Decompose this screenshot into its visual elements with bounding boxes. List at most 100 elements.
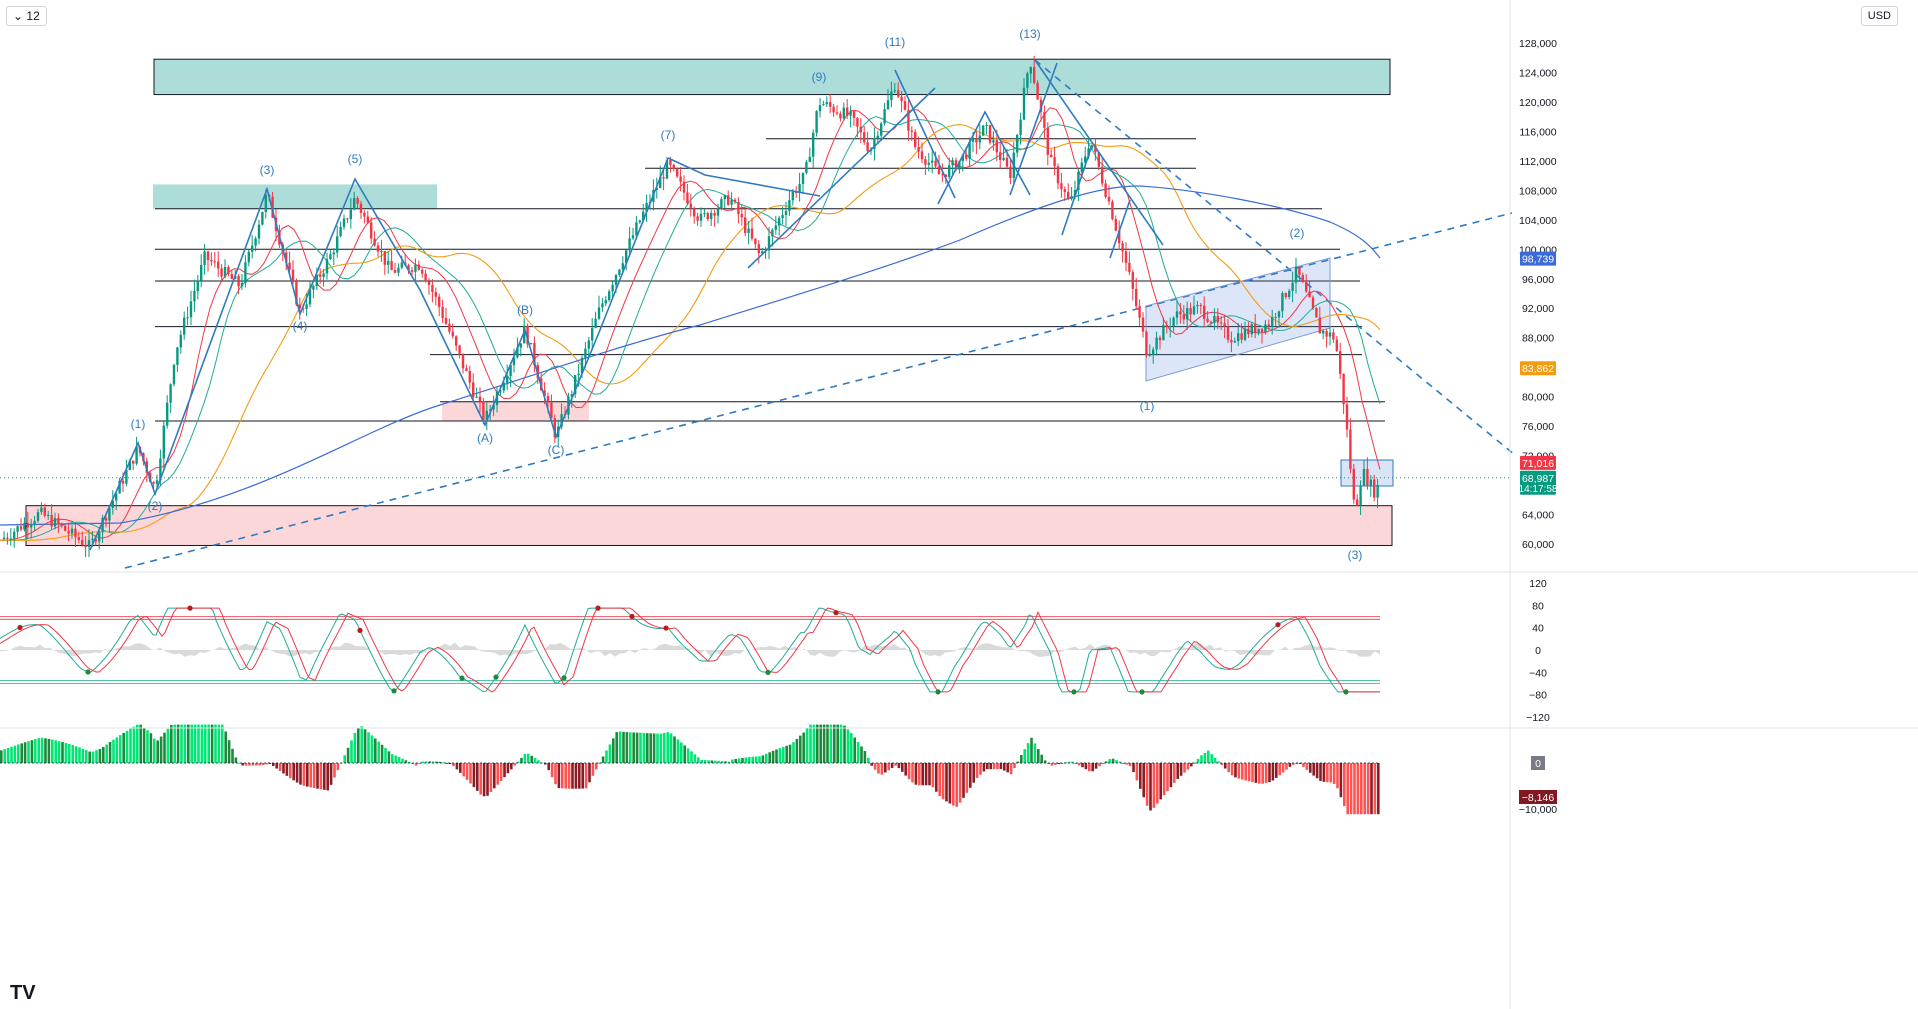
candle-body — [193, 291, 196, 302]
candle-body — [254, 238, 257, 246]
candle-body — [638, 220, 641, 223]
histogram-bar — [452, 763, 455, 767]
histogram-bar — [1169, 763, 1173, 788]
candle-body — [988, 125, 992, 143]
histogram-bar — [1261, 763, 1264, 784]
histogram-bar — [785, 745, 788, 763]
candle-body — [383, 251, 386, 265]
osc-cross-dot — [765, 669, 771, 675]
histogram-bar — [547, 763, 550, 771]
candle-body — [288, 262, 291, 270]
candle-body — [172, 364, 176, 385]
candle-body — [849, 111, 852, 116]
histogram-bar — [816, 724, 819, 763]
candle-body — [934, 160, 937, 167]
histogram-bar — [843, 725, 846, 763]
histogram-bar — [166, 728, 170, 763]
histogram-bar — [1227, 763, 1230, 773]
candle-body — [176, 347, 179, 365]
ma-short-red — [0, 107, 1381, 541]
candle-body — [903, 101, 907, 110]
ma-long-blue — [0, 185, 1381, 526]
candle-body — [873, 137, 876, 150]
histogram-bar — [574, 763, 578, 789]
candle-body — [26, 522, 29, 528]
histogram-bar — [751, 756, 754, 763]
histogram-bar — [51, 739, 54, 763]
histogram-bar — [557, 763, 561, 789]
wave-label-8: (7) — [661, 128, 676, 142]
candle-body — [410, 270, 414, 272]
histogram-bar — [550, 763, 554, 778]
candle-body — [1345, 404, 1349, 430]
candle-body — [689, 203, 692, 209]
candle-body — [308, 289, 312, 305]
candle-body — [740, 214, 743, 218]
histogram-bar — [1115, 760, 1118, 763]
candle-body — [1271, 316, 1274, 327]
candle-body — [458, 345, 461, 354]
histogram-bar — [1108, 759, 1111, 763]
histogram-bar — [513, 763, 516, 766]
candle-body — [1196, 304, 1199, 307]
histogram-bar — [1332, 763, 1336, 784]
histogram-bar — [34, 739, 37, 763]
histogram-bar — [894, 763, 897, 766]
histogram-bar — [238, 762, 241, 764]
candle-body — [774, 225, 777, 230]
candle-body — [628, 238, 631, 251]
candle-body — [910, 130, 913, 132]
histogram-bar — [278, 763, 282, 772]
zone-layer — [25, 58, 1393, 546]
osc-cross-dot — [1343, 689, 1349, 695]
candle-body — [1029, 67, 1032, 74]
candle-body — [975, 138, 978, 143]
candle-body — [325, 258, 329, 274]
currency-selector[interactable]: USD — [1860, 6, 1898, 26]
candle-body — [1077, 171, 1080, 191]
histogram-bar — [1298, 763, 1302, 765]
histogram-bar — [1193, 762, 1196, 764]
histogram-bar — [289, 763, 292, 779]
candle-body — [1128, 262, 1131, 273]
histogram-bar — [503, 763, 506, 778]
histogram-bar — [1084, 763, 1088, 770]
histogram-bar — [1118, 761, 1122, 763]
interval-selector[interactable]: ⌄ 12 — [6, 6, 47, 26]
candle-body — [1138, 306, 1141, 318]
candle-body — [155, 480, 159, 484]
candle-body — [686, 192, 689, 204]
histogram-bar — [676, 739, 680, 763]
wave-label-4: (5) — [348, 152, 363, 166]
candle-body — [1155, 337, 1158, 350]
histogram-bar — [183, 724, 187, 763]
candle-body — [189, 301, 193, 318]
wave-label-2: (3) — [260, 163, 275, 177]
price-tick-label: 108,000 — [1519, 185, 1557, 197]
candle-body — [1124, 251, 1128, 263]
candle-body — [424, 273, 427, 282]
histogram-bar — [149, 733, 153, 763]
candle-body — [376, 245, 380, 252]
candle-body — [1233, 341, 1236, 343]
candle-body — [798, 183, 801, 193]
candle-body — [251, 245, 254, 252]
histogram-bar — [1264, 763, 1268, 783]
candle-body — [183, 317, 186, 335]
histogram-bar — [136, 724, 139, 763]
candle-body — [710, 212, 713, 220]
candle-body — [570, 394, 573, 397]
histogram-bar — [1200, 755, 1203, 763]
histogram-bar — [537, 760, 540, 763]
histogram-bar — [860, 746, 863, 763]
histogram-bar — [258, 763, 261, 766]
histogram-bar — [265, 763, 268, 765]
candle-body — [720, 199, 723, 209]
candle-body — [329, 254, 332, 259]
osc-tick-label: 80 — [1532, 600, 1544, 612]
histogram-bar — [584, 763, 588, 789]
candle-body — [917, 146, 920, 152]
histogram-bar — [1077, 763, 1081, 766]
candle-body — [434, 291, 437, 297]
